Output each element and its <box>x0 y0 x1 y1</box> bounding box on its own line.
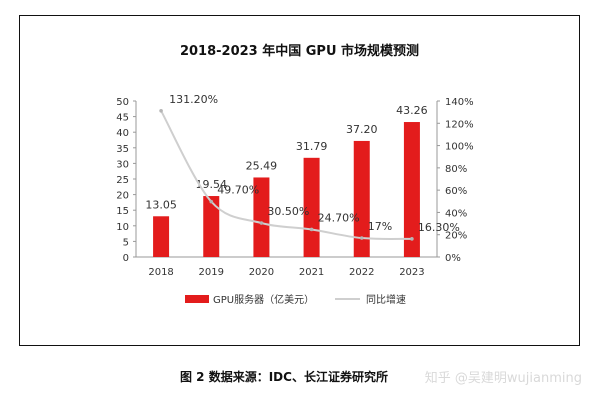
bar-data-label: 43.26 <box>396 104 428 117</box>
bar <box>153 216 170 257</box>
y-left-tick-label: 45 <box>116 113 129 124</box>
growth-data-label: 16.30% <box>418 221 460 234</box>
growth-data-label: 30.50% <box>267 205 309 218</box>
y-right-tick-label: 0% <box>445 253 461 264</box>
x-tick-label: 2020 <box>249 267 274 278</box>
y-right-tick-label: 140% <box>445 97 474 108</box>
bar-data-label: 19.54 <box>196 178 228 191</box>
x-tick-label: 2022 <box>349 267 374 278</box>
growth-point <box>309 227 314 232</box>
y-right-tick-label: 80% <box>445 164 467 175</box>
y-left-tick-label: 40 <box>116 128 129 139</box>
bar <box>203 196 220 257</box>
x-tick-label: 2021 <box>299 267 324 278</box>
y-left-tick-label: 5 <box>123 237 129 248</box>
y-right-tick-label: 20% <box>445 231 467 242</box>
growth-point <box>259 221 264 225</box>
y-left-tick-label: 25 <box>116 175 129 186</box>
growth-data-label: 24.70% <box>318 211 360 224</box>
y-right-tick-label: 120% <box>445 119 474 130</box>
bar-data-label: 37.20 <box>346 123 378 136</box>
legend-label-bar: GPU服务器（亿美元） <box>213 293 314 306</box>
y-right-tick-label: 100% <box>445 142 474 153</box>
x-tick-label: 2018 <box>148 267 173 278</box>
growth-data-label: 131.20% <box>169 93 218 106</box>
x-tick-label: 2023 <box>399 267 424 278</box>
figure-caption: 图 2 数据来源：IDC、长江证券研究所 <box>180 370 388 384</box>
bar <box>253 177 270 257</box>
bar-data-label: 31.79 <box>296 140 328 153</box>
chart-frame: 2018-2023 年中国 GPU 市场规模预测 <box>19 15 580 346</box>
x-tick-label: 2019 <box>199 267 224 278</box>
bar <box>403 122 420 257</box>
bar-data-label: 13.05 <box>145 198 177 211</box>
chart-title: 2018-2023 年中国 GPU 市场规模预测 <box>179 44 420 59</box>
y-right-tick-label: 40% <box>445 208 467 219</box>
legend-swatch-bar <box>185 295 209 303</box>
watermark: 知乎 @吴建明wujianming <box>424 371 582 386</box>
y-left-tick-label: 35 <box>116 144 129 155</box>
growth-point <box>209 199 214 204</box>
legend-label-line: 同比增速 <box>366 293 406 306</box>
growth-point <box>159 109 163 113</box>
bar <box>303 157 320 257</box>
growth-point <box>410 237 414 241</box>
y-left-tick-label: 50 <box>116 97 129 108</box>
y-right-tick-label: 60% <box>445 186 467 197</box>
growth-point <box>359 236 364 240</box>
bar <box>353 140 370 257</box>
growth-data-label: 49.70% <box>217 184 259 197</box>
y-left-tick-label: 15 <box>116 206 129 217</box>
bar-data-label: 25.49 <box>246 159 278 172</box>
growth-data-label: 17% <box>368 220 392 233</box>
y-left-tick-label: 20 <box>116 191 129 202</box>
y-left-tick-label: 30 <box>116 159 129 170</box>
y-left-tick-label: 10 <box>116 222 129 233</box>
y-left-tick-label: 0 <box>123 253 129 264</box>
